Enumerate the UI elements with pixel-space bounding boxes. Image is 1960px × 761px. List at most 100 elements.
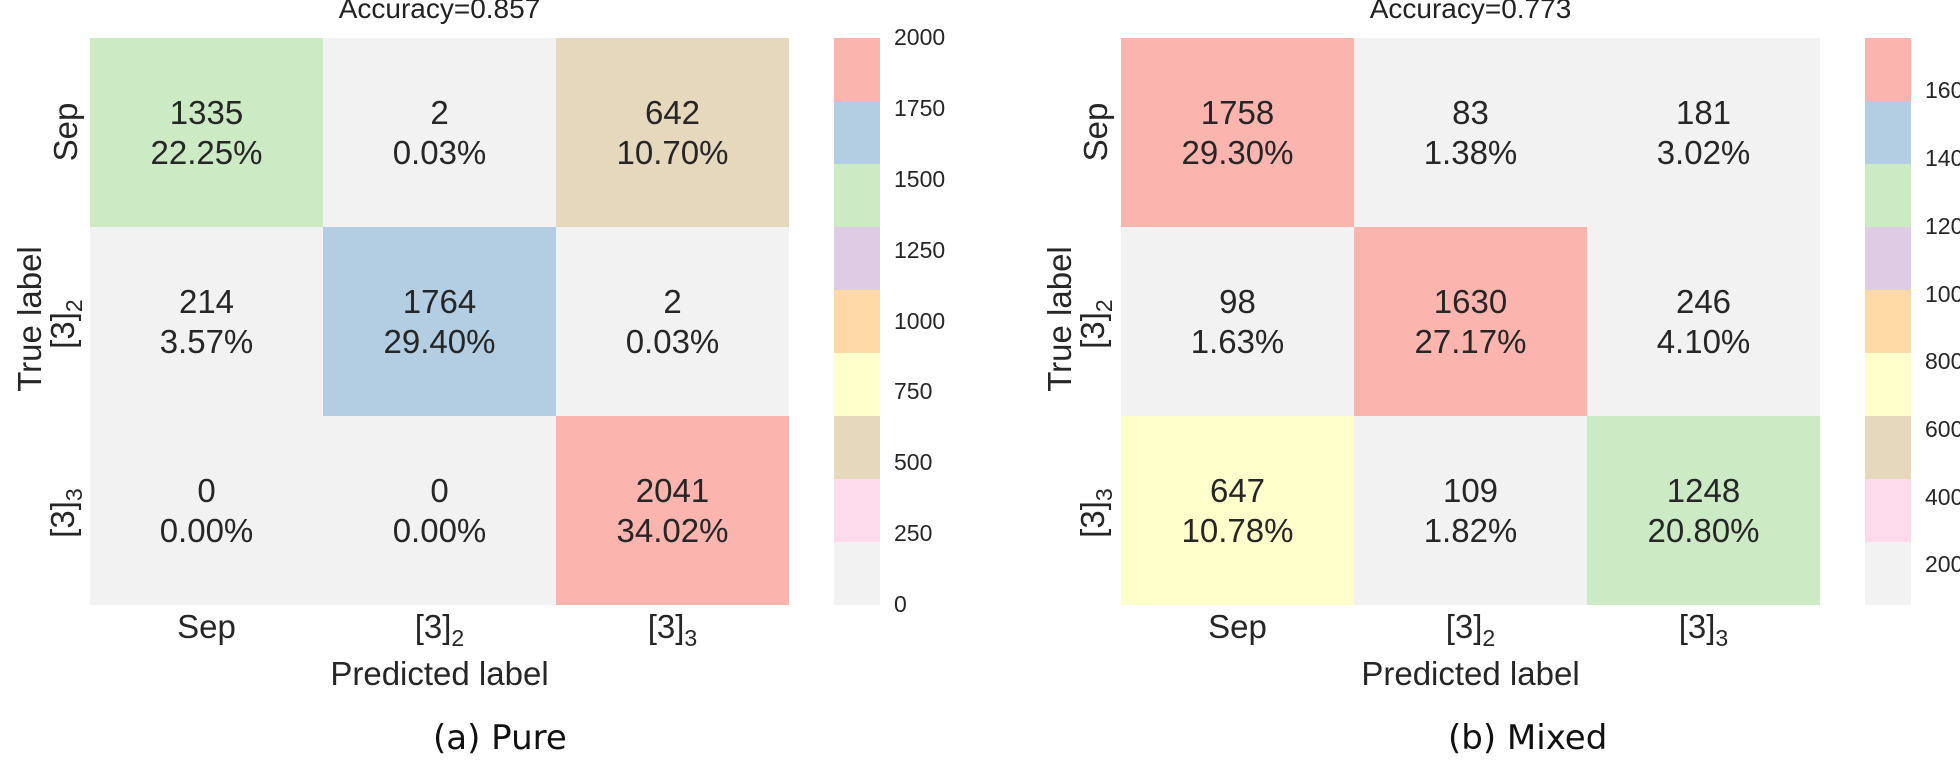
cell-percent: 0.00% <box>392 511 487 549</box>
cell-count: 246 <box>1675 282 1732 320</box>
colorbar-segment <box>1865 479 1911 542</box>
cell-count: 1758 <box>1200 93 1275 131</box>
cell-count: 0 <box>197 471 216 509</box>
heatmap-cell: 109 1.82% <box>1354 416 1587 605</box>
heatmap-cell: 1764 29.40% <box>323 227 556 416</box>
cell-percent: 3.02% <box>1656 133 1751 171</box>
cell-percent: 29.30% <box>1181 133 1294 171</box>
chart-title: Accuracy=0.773 <box>1369 0 1572 24</box>
colorbar-tick-label: 1200 <box>1925 212 1960 239</box>
cell-count: 0 <box>430 471 449 509</box>
cell-count: 181 <box>1675 93 1732 131</box>
x-tick-label: [3]2 <box>414 608 465 652</box>
colorbar-segment <box>1865 101 1911 164</box>
cell-count: 1248 <box>1666 471 1741 509</box>
y-tick-label: [3]2 <box>43 298 88 349</box>
colorbar-tick-label: 750 <box>894 378 933 405</box>
heatmap-cell: 1630 27.17% <box>1354 227 1587 416</box>
y-tick-label: [3]3 <box>43 487 88 538</box>
y-tick-label: [3]3 <box>1073 487 1118 538</box>
colorbar-tick-label: 250 <box>894 520 933 547</box>
colorbar-tick-label: 2000 <box>894 24 946 50</box>
panel-mixed: Accuracy=0.773 1758 29.30% 83 1.38% 181 3.02%… <box>1030 0 1960 761</box>
cell-percent: 10.78% <box>1181 511 1294 549</box>
heatmap-cell: 2 0.03% <box>323 38 556 227</box>
heatmap-grid: 1758 29.30% 83 1.38% 181 3.02% 98 1.63% 1630 27.1… <box>1121 38 1820 605</box>
cell-percent: 4.10% <box>1656 322 1751 360</box>
heatmap-cell: 83 1.38% <box>1354 38 1587 227</box>
colorbar-segment <box>834 290 880 353</box>
heatmap-cell: 214 3.57% <box>90 227 323 416</box>
colorbar-tick-label: 0 <box>894 591 907 617</box>
colorbar-segment <box>1865 353 1911 416</box>
colorbar-tick-label: 1000 <box>1925 280 1960 307</box>
heatmap-cell: 0 0.00% <box>90 416 323 605</box>
cell-count: 1335 <box>169 93 244 131</box>
colorbar-segment <box>1865 542 1911 605</box>
colorbar-segment <box>834 479 880 542</box>
cell-count: 109 <box>1442 471 1499 509</box>
colorbar-tick-label: 1500 <box>894 165 946 192</box>
y-tick-label: Sep <box>1077 102 1114 161</box>
colorbar-tick-label: 200 <box>1925 551 1960 578</box>
heatmap-cell: 246 4.10% <box>1587 227 1820 416</box>
heatmap-cell: 0 0.00% <box>323 416 556 605</box>
heatmap-grid: 1335 22.25% 2 0.03% 642 10.70% 214 3.57% 1764 29.… <box>90 38 789 605</box>
colorbar-tick-label: 800 <box>1925 348 1960 375</box>
cell-percent: 20.80% <box>1647 511 1760 549</box>
cell-count: 83 <box>1452 93 1489 131</box>
cell-percent: 1.63% <box>1190 322 1285 360</box>
colorbar-tick-label: 1600 <box>1925 77 1960 104</box>
colorbar-tick-label: 1400 <box>1925 145 1960 172</box>
heatmap-cell: 647 10.78% <box>1121 416 1354 605</box>
cell-count: 642 <box>644 93 701 131</box>
cell-count: 1630 <box>1433 282 1508 320</box>
figure-caption: (b) Mixed <box>1448 718 1608 758</box>
heatmap-cell: 181 3.02% <box>1587 38 1820 227</box>
heatmap-cell: 2041 34.02% <box>556 416 789 605</box>
x-tick-label: Sep <box>1208 608 1267 645</box>
heatmap-cell: 1758 29.30% <box>1121 38 1354 227</box>
cell-count: 98 <box>1219 282 1256 320</box>
colorbar-segment <box>834 101 880 164</box>
x-tick-label: [3]3 <box>1678 608 1729 652</box>
colorbar-segment <box>1865 416 1911 479</box>
cell-count: 1764 <box>402 282 477 320</box>
heatmap-cell: 1335 22.25% <box>90 38 323 227</box>
colorbar-segment <box>1865 38 1911 101</box>
y-tick-label: [3]2 <box>1073 298 1118 349</box>
colorbar-tick-label: 1750 <box>894 94 946 121</box>
x-tick-label: [3]2 <box>1445 608 1496 652</box>
cell-count: 2041 <box>635 471 710 509</box>
cell-percent: 0.00% <box>159 511 254 549</box>
colorbar-segment <box>1865 290 1911 353</box>
colorbar-segment <box>834 164 880 227</box>
colorbar-tick-label: 600 <box>1925 415 1960 442</box>
cell-count: 2 <box>430 93 449 131</box>
colorbar: 200 400 600 800 1000 1200 1400 1600 <box>1865 38 1960 605</box>
x-tick-label: [3]3 <box>647 608 698 652</box>
cell-count: 2 <box>663 282 682 320</box>
heatmap-cell: 2 0.03% <box>556 227 789 416</box>
cell-percent: 0.03% <box>392 133 487 171</box>
colorbar-segment <box>1865 227 1911 290</box>
cell-count: 214 <box>178 282 235 320</box>
colorbar-tick-label: 1250 <box>894 236 946 263</box>
colorbar-segment <box>834 353 880 416</box>
cell-percent: 10.70% <box>616 133 729 171</box>
colorbar-segment <box>834 38 880 101</box>
colorbar-segment <box>1865 164 1911 227</box>
cell-percent: 29.40% <box>383 322 496 360</box>
chart-title: Accuracy=0.857 <box>338 0 541 24</box>
heatmap-cell: 98 1.63% <box>1121 227 1354 416</box>
heatmap-cell: 642 10.70% <box>556 38 789 227</box>
colorbar-segment <box>834 227 880 290</box>
figure-caption: (a) Pure <box>433 718 567 758</box>
x-tick-label: Sep <box>177 608 236 645</box>
cell-percent: 1.38% <box>1423 133 1518 171</box>
colorbar-tick-label: 400 <box>1925 483 1960 510</box>
y-tick-label: Sep <box>47 102 84 161</box>
colorbar-segment <box>834 416 880 479</box>
x-axis-title: Predicted label <box>1361 655 1580 692</box>
cell-percent: 27.17% <box>1414 322 1527 360</box>
